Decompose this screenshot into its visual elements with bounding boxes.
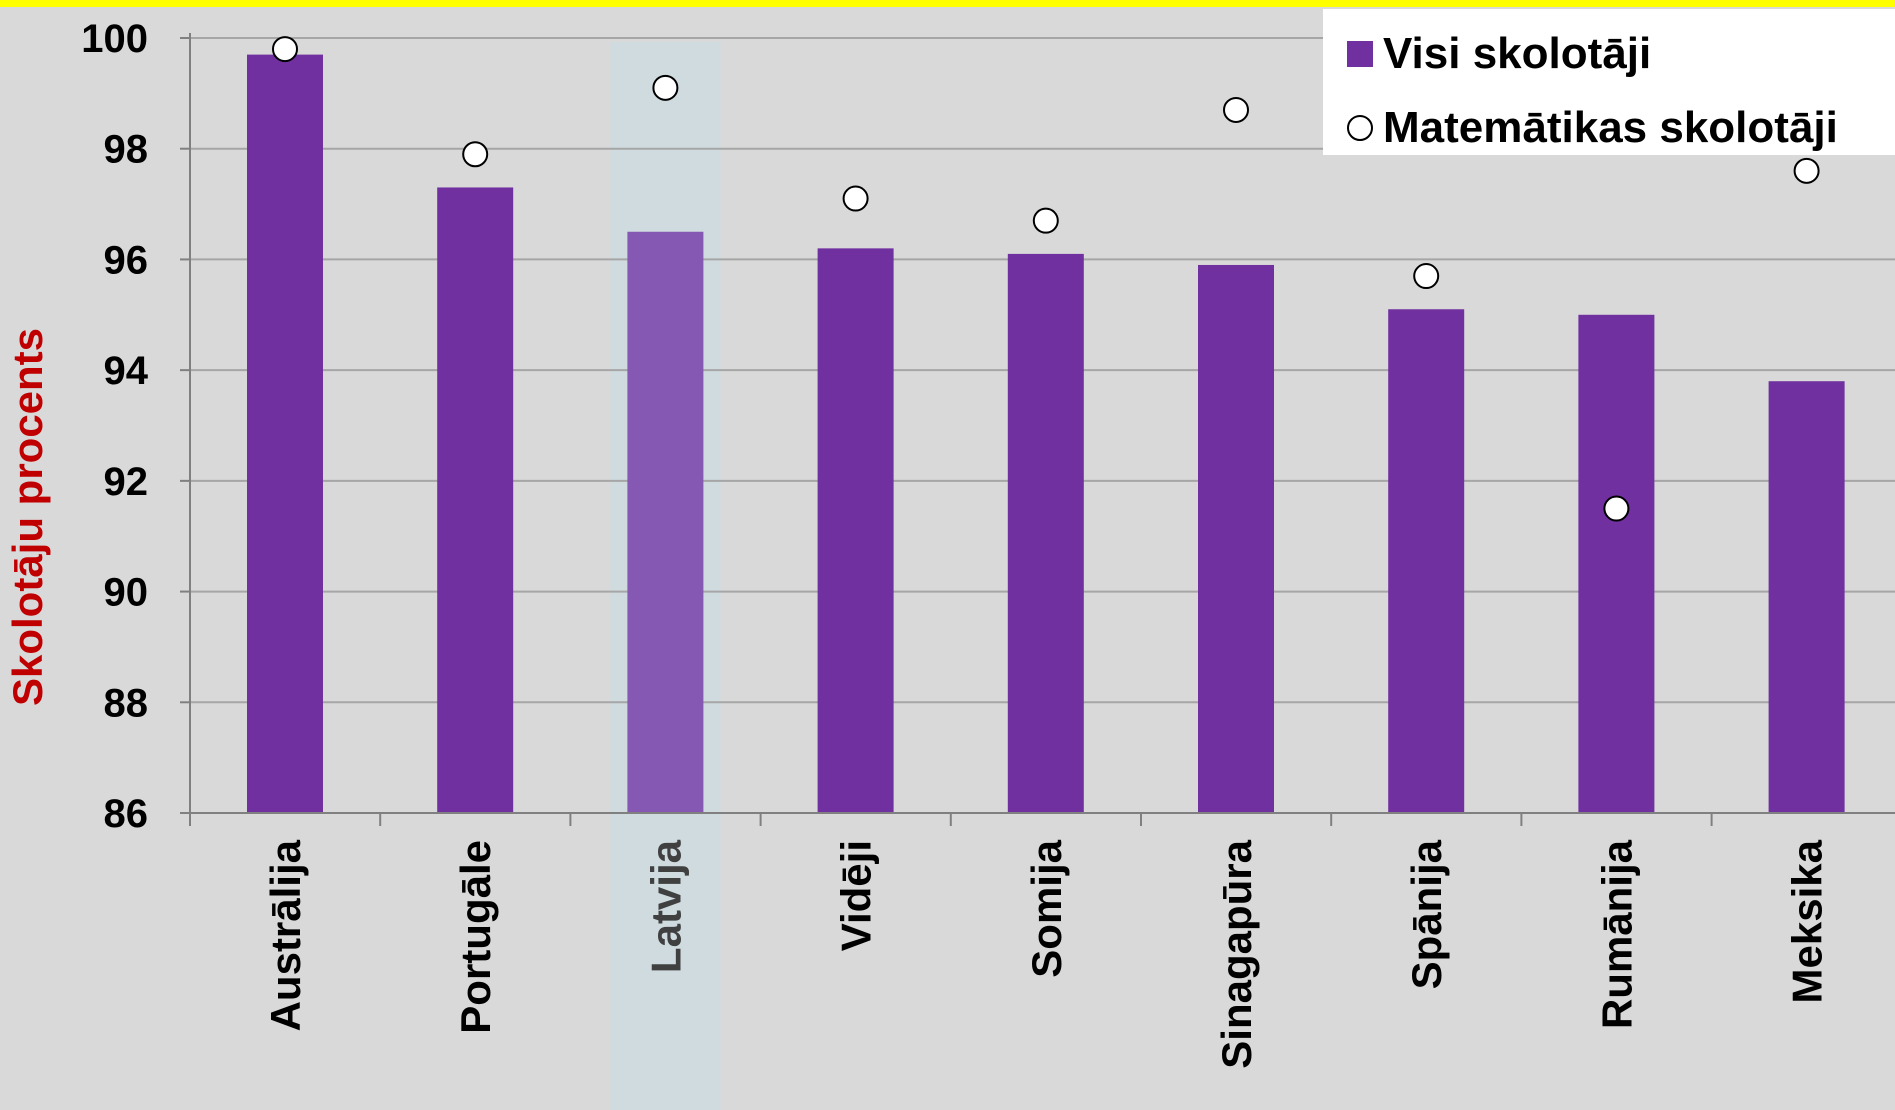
bar-portugale (437, 187, 513, 813)
legend-circle-marker (1347, 115, 1373, 141)
legend-label-all-teachers: Visi skolotāji (1383, 29, 1651, 79)
marker-latvija (653, 76, 677, 100)
legend: Visi skolotāji Matemātikas skolotāji (1323, 9, 1895, 155)
marker-australija (273, 37, 297, 61)
y-tick-labels: 86 88 90 92 94 96 98 100 (81, 17, 148, 836)
bar-videji (818, 248, 894, 813)
legend-item-all-teachers: Visi skolotāji (1347, 24, 1651, 84)
y-tick-label-92: 92 (104, 460, 149, 504)
bar-rumanija (1578, 315, 1654, 813)
bar-meksika (1769, 381, 1845, 813)
bar-australija (247, 55, 323, 813)
y-tick-label-86: 86 (104, 792, 149, 836)
marker-rumanija (1604, 497, 1628, 521)
legend-bar-swatch (1347, 41, 1373, 67)
marker-meksika (1795, 159, 1819, 183)
bar-latvija (627, 232, 703, 813)
x-tick-label-somija: Somija (1023, 839, 1070, 977)
y-tick-label-98: 98 (104, 128, 149, 172)
bar-sinagapura (1198, 265, 1274, 813)
x-tick-label-meksika: Meksika (1784, 839, 1831, 1003)
bar-somija (1008, 254, 1084, 813)
x-tick-label-sinagapura: Sinagapūra (1213, 839, 1260, 1068)
x-tick-label-rumanija: Rumānija (1593, 839, 1640, 1029)
marker-sinagapura (1224, 98, 1248, 122)
y-tick-label-88: 88 (104, 681, 149, 725)
y-tick-label-90: 90 (104, 571, 149, 615)
marker-somija (1034, 209, 1058, 233)
bar-spanija (1388, 309, 1464, 813)
y-tick-label-94: 94 (104, 349, 149, 393)
x-tick-labels: Austrālija Portugāle Latvija Vidēji Somija Si… (262, 839, 1831, 1068)
marker-portugale (463, 142, 487, 166)
marker-spanija (1414, 264, 1438, 288)
x-tick-label-australija: Austrālija (262, 839, 309, 1031)
x-tick-label-videji: Vidēji (833, 840, 880, 951)
bars (247, 55, 1845, 813)
legend-item-math-teachers: Matemātikas skolotāji (1347, 98, 1838, 158)
y-tick-label-96: 96 (104, 238, 149, 282)
legend-label-math-teachers: Matemātikas skolotāji (1383, 103, 1838, 153)
y-axis-label: Skolotāju procents (4, 328, 51, 706)
x-tick-label-spanija: Spānija (1403, 839, 1450, 989)
y-tick-label-100: 100 (81, 17, 148, 61)
marker-videji (844, 187, 868, 211)
x-tick-label-portugale: Portugāle (452, 840, 499, 1034)
x-tick-label-latvija: Latvija (642, 839, 689, 973)
